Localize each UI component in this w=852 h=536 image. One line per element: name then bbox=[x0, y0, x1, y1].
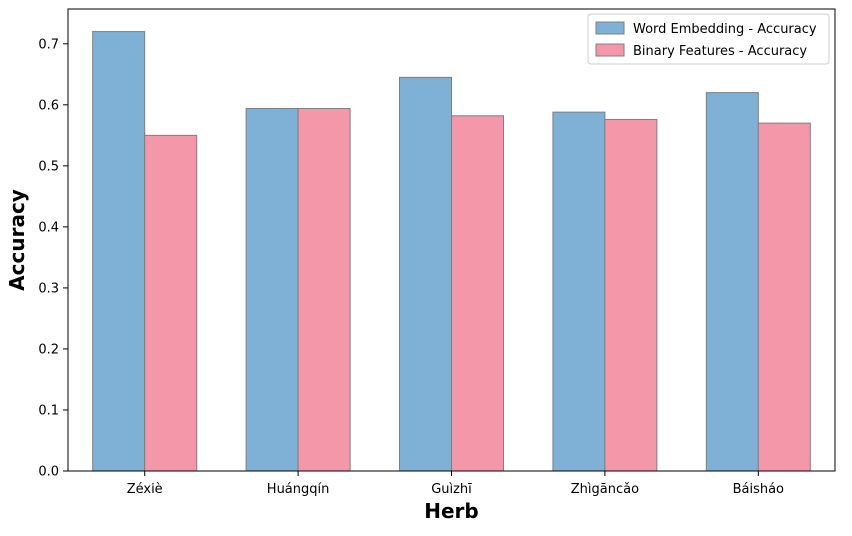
x-tick-label: Zéxiè bbox=[127, 482, 163, 497]
legend: Word Embedding - Accuracy Binary Features… bbox=[587, 13, 830, 65]
y-axis-title: Accuracy bbox=[5, 189, 29, 291]
bar-word-embedding-0 bbox=[92, 31, 146, 472]
x-axis-title: Herb bbox=[424, 499, 478, 523]
y-tick-label: 0.3 bbox=[38, 281, 59, 296]
y-tick-label: 0.1 bbox=[38, 403, 59, 418]
x-tick-label: Zhìgāncǎo bbox=[571, 482, 639, 497]
bars-layer bbox=[92, 31, 811, 472]
legend-label: Word Embedding - Accuracy bbox=[633, 22, 817, 37]
bar-binary-features-4 bbox=[757, 122, 811, 472]
x-axis: Zéxiè Huángqín Guìzhī Zhìgāncǎo Báisháo bbox=[127, 471, 784, 497]
y-tick-label: 0.6 bbox=[38, 98, 59, 113]
legend-swatch bbox=[595, 43, 625, 57]
bar-word-embedding-1 bbox=[245, 107, 299, 472]
bar-word-embedding-3 bbox=[552, 111, 606, 472]
y-tick-label: 0.7 bbox=[38, 37, 59, 52]
x-tick-label: Guìzhī bbox=[431, 482, 472, 497]
legend-box bbox=[587, 13, 830, 65]
legend-swatch bbox=[595, 21, 625, 35]
x-tick-label: Huángqín bbox=[267, 482, 330, 497]
y-axis: 0.0 0.1 0.2 0.3 0.4 0.5 0.6 0.7 bbox=[38, 37, 68, 480]
y-tick-label: 0.4 bbox=[38, 220, 59, 235]
bar-word-embedding-2 bbox=[399, 76, 452, 472]
legend-label: Binary Features - Accuracy bbox=[633, 44, 807, 59]
bar-binary-features-3 bbox=[604, 118, 658, 472]
y-tick-label: 0.2 bbox=[38, 342, 59, 357]
y-tick-label: 0.5 bbox=[38, 159, 59, 174]
bar-binary-features-2 bbox=[451, 115, 504, 472]
y-tick-label: 0.0 bbox=[38, 465, 59, 480]
bar-word-embedding-4 bbox=[705, 92, 759, 472]
x-tick-label: Báisháo bbox=[733, 482, 784, 497]
legend-items: Word Embedding - Accuracy Binary Features… bbox=[595, 21, 817, 59]
bar-binary-features-1 bbox=[297, 107, 351, 472]
bar-binary-features-0 bbox=[144, 134, 198, 472]
